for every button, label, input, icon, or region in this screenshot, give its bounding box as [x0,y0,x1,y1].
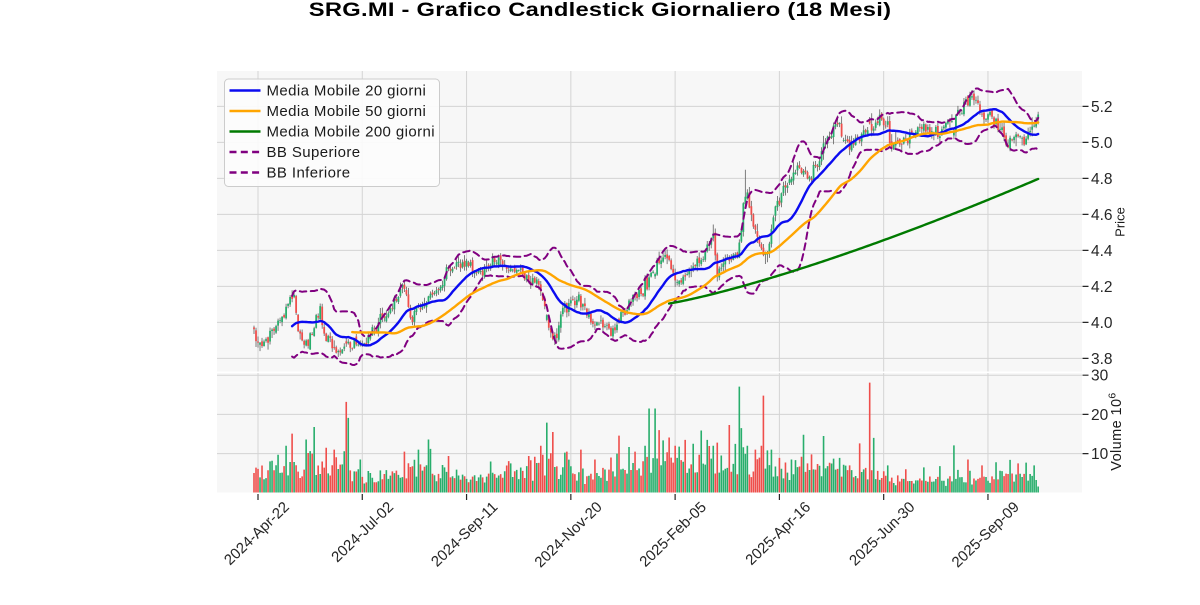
svg-text:Volume 106: Volume 106 [1107,392,1126,470]
svg-text:4.6: 4.6 [1091,207,1113,224]
svg-text:Media Mobile 20 giorni: Media Mobile 20 giorni [267,83,427,100]
svg-text:4.4: 4.4 [1091,243,1113,260]
svg-text:20: 20 [1091,407,1109,424]
svg-text:3.8: 3.8 [1091,351,1113,368]
svg-text:Media Mobile 50 giorni: Media Mobile 50 giorni [267,103,427,120]
svg-text:BB Superiore: BB Superiore [267,144,361,161]
svg-text:4.0: 4.0 [1091,315,1113,332]
svg-text:Price: Price [1113,207,1128,237]
svg-text:5.2: 5.2 [1091,99,1113,116]
svg-text:10: 10 [1091,446,1109,463]
svg-text:BB Inferiore: BB Inferiore [267,165,351,182]
svg-text:4.8: 4.8 [1091,171,1113,188]
svg-text:30: 30 [1091,368,1109,385]
svg-text:5.0: 5.0 [1091,135,1113,152]
svg-text:SRG.MI - Grafico Candlestick G: SRG.MI - Grafico Candlestick Giornaliero… [309,0,891,20]
svg-text:Media Mobile 200 giorni: Media Mobile 200 giorni [267,124,435,141]
svg-text:4.2: 4.2 [1091,279,1113,296]
